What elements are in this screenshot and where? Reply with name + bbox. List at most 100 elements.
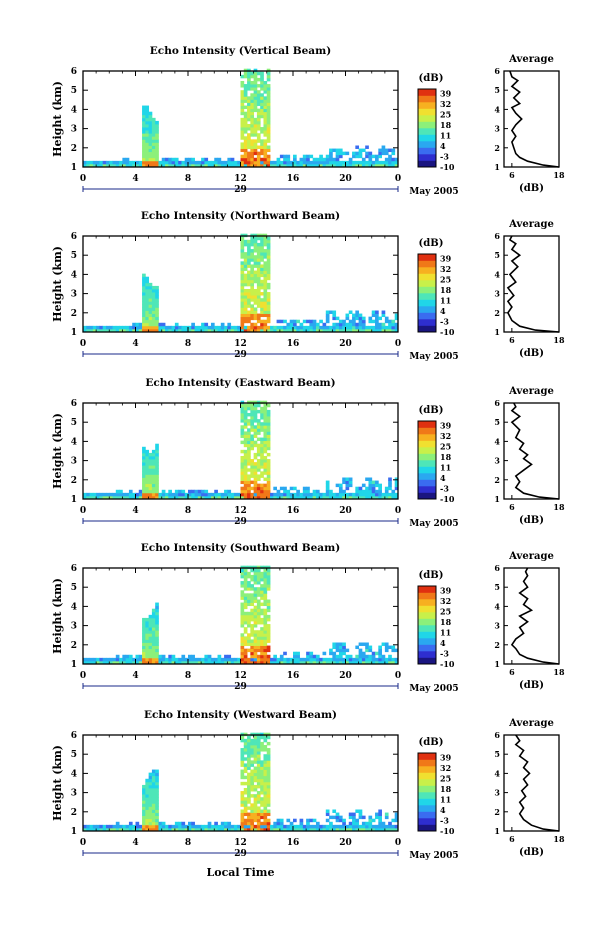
heatmap-cell	[250, 111, 255, 116]
heatmap-cell	[253, 812, 258, 817]
heatmap-cell	[332, 163, 337, 168]
heatmap-cell	[322, 328, 327, 333]
heatmap-cell	[263, 587, 268, 591]
heatmap-cell	[115, 328, 120, 333]
heatmap-cell	[174, 157, 179, 162]
heatmap-cell	[240, 465, 245, 469]
heatmap-cell	[345, 657, 350, 662]
heatmap-cell	[151, 639, 156, 643]
heatmap-cell	[283, 657, 287, 662]
heatmap-cell	[145, 105, 150, 110]
average-title: Average	[508, 54, 554, 65]
heatmap-cell	[315, 495, 320, 500]
heatmap-cell	[250, 627, 255, 631]
heatmap-cell	[263, 627, 268, 631]
heatmap-cell	[148, 285, 153, 290]
colorbar-swatch	[418, 160, 436, 168]
heatmap-cell	[361, 642, 366, 646]
heatmap-cell	[256, 127, 261, 131]
heatmap-cell	[253, 624, 258, 628]
heatmap-cell	[332, 651, 337, 656]
heatmap-cell	[263, 304, 268, 308]
heatmap-cell	[250, 824, 255, 829]
heatmap-cell	[315, 322, 320, 327]
heatmap-cell	[171, 827, 176, 832]
heatmap-cell	[145, 642, 150, 646]
heatmap-cell	[99, 827, 104, 832]
heatmap-cell	[191, 160, 195, 165]
heatmap-cell	[148, 462, 153, 466]
heatmap-cell	[240, 602, 245, 607]
heatmap-cell	[375, 492, 379, 497]
heatmap-cell	[217, 325, 222, 330]
heatmap-cell	[378, 651, 382, 656]
heatmap-cell	[115, 489, 120, 494]
heatmap-cell	[247, 602, 251, 607]
heatmap-cell	[174, 827, 179, 832]
heatmap-cell	[243, 319, 248, 324]
average-y-tick-label: 3	[494, 456, 500, 466]
heatmap-cell	[256, 760, 261, 764]
heatmap-cell	[266, 105, 271, 110]
heatmap-cell	[260, 608, 264, 613]
heatmap-cell	[155, 642, 159, 646]
heatmap-cell	[214, 657, 218, 662]
heatmap-cell	[151, 492, 156, 497]
heatmap-cell	[240, 108, 245, 113]
heatmap-cell	[315, 325, 320, 330]
heatmap-cell	[263, 784, 268, 789]
heatmap-cell	[89, 160, 94, 165]
heatmap-cell	[145, 160, 150, 165]
heatmap-cell	[289, 328, 294, 333]
heatmap-cell	[342, 325, 346, 330]
heatmap-cell	[256, 741, 261, 746]
heatmap-cell	[325, 319, 330, 324]
heatmap-cell	[329, 657, 333, 662]
colorbar-swatch	[418, 319, 436, 326]
colorbar-swatch	[418, 108, 436, 116]
date-label: May 2005	[409, 187, 458, 197]
heatmap-cell	[253, 316, 258, 321]
heatmap-cell	[375, 157, 379, 162]
heatmap-cell	[243, 489, 248, 494]
heatmap-cell	[135, 657, 140, 662]
heatmap-cell	[227, 827, 232, 832]
heatmap-cell	[145, 486, 150, 491]
heatmap-cell	[250, 587, 255, 591]
heatmap-cell	[247, 787, 251, 792]
heatmap-cell	[368, 824, 373, 829]
heatmap-cell	[266, 255, 271, 259]
heatmap-cell	[256, 452, 261, 457]
heatmap-cell	[388, 328, 392, 333]
heatmap-cell	[128, 657, 133, 662]
heatmap-cell	[256, 577, 261, 582]
heatmap-cell	[240, 593, 245, 597]
heatmap-cell	[279, 160, 284, 165]
heatmap-cell	[365, 824, 369, 829]
heatmap-cell	[145, 136, 150, 140]
y-tick-label: 6	[71, 399, 77, 409]
heatmap-cell	[247, 660, 251, 665]
heatmap-cell	[148, 630, 153, 634]
heatmap-cell	[273, 657, 277, 662]
heatmap-cell	[240, 304, 245, 308]
heatmap-cell	[309, 163, 314, 168]
heatmap-cell	[260, 307, 264, 311]
heatmap-cell	[145, 465, 150, 469]
heatmap-cell	[155, 455, 159, 460]
heatmap-cell	[332, 313, 337, 318]
heatmap-cell	[122, 157, 127, 162]
colorbar-swatch	[418, 592, 436, 600]
heatmap-cell	[148, 821, 153, 826]
average-y-tick-label: 1	[494, 826, 500, 836]
heatmap-cell	[260, 310, 264, 314]
heatmap-cells	[83, 233, 399, 333]
heatmap-cell	[240, 781, 245, 786]
heatmap-cell	[250, 409, 255, 414]
colorbar-unit: (dB)	[419, 570, 444, 581]
heatmap-cell	[253, 760, 258, 764]
heatmap-cell	[335, 827, 340, 832]
heatmap-cell	[142, 111, 146, 116]
heatmap-cell	[260, 781, 264, 786]
